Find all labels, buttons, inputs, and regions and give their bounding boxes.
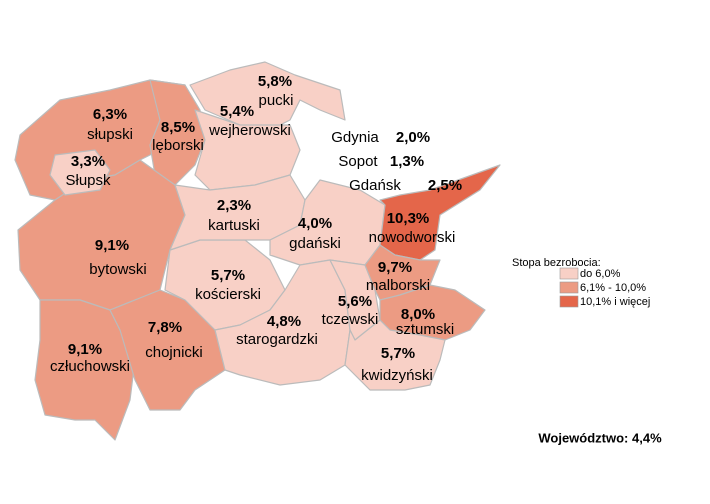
region-rate: 5,6% (338, 293, 372, 310)
region-name: wejherowski (208, 122, 291, 139)
region-rate: 8,0% (401, 306, 435, 323)
legend-label: do 6,0% (580, 268, 621, 280)
region-rate: 9,1% (95, 237, 129, 254)
city-rate: 1,3% (390, 153, 424, 170)
city-rate: 2,0% (396, 129, 430, 146)
region-rate: 4,8% (267, 313, 301, 330)
legend-swatch (559, 267, 579, 280)
region-rate: 6,3% (93, 106, 127, 123)
region-name: malborski (366, 277, 430, 294)
region (364, 244, 441, 301)
region-rate: 9,1% (68, 341, 102, 358)
legend-label: 6,1% - 10,0% (580, 282, 646, 294)
legend-swatch (559, 281, 579, 294)
region-rate: 8,5% (161, 119, 195, 136)
region-name: tczewski (322, 311, 379, 328)
region (109, 289, 226, 411)
region-rate: 2,3% (217, 197, 251, 214)
region (344, 319, 446, 391)
footer: Województwo: 4,4% (538, 430, 662, 445)
city-name: Sopot (338, 153, 378, 170)
region-name: kartuski (208, 217, 260, 234)
city-name: Gdańsk (349, 177, 401, 194)
region-rate: 10,3% (387, 210, 430, 227)
legend-swatch (559, 295, 579, 308)
region-rate: 5,4% (220, 103, 254, 120)
region-rate: 5,7% (381, 345, 415, 362)
region-rate: 9,7% (378, 259, 412, 276)
city-name: Gdynia (331, 129, 379, 146)
region (49, 149, 111, 196)
region-name: nowodworski (369, 229, 456, 246)
legend-title: Stopa bezrobocia: (512, 257, 601, 269)
region-name: pucki (258, 92, 293, 109)
region-name: słupski (87, 126, 133, 143)
region-rate: 5,8% (258, 73, 292, 90)
region-name: starogardzki (236, 331, 318, 348)
region-name: chojnicki (145, 344, 203, 361)
region-name: człuchowski (50, 358, 130, 375)
region-name: Słupsk (65, 172, 111, 189)
region-name: sztumski (396, 321, 454, 338)
legend-label: 10,1% i więcej (580, 296, 650, 308)
region-rate: 3,3% (71, 153, 105, 170)
region-rate: 7,8% (148, 319, 182, 336)
region-name: lęborski (152, 137, 204, 154)
region-rate: 5,7% (211, 267, 245, 284)
region-name: kwidzyński (361, 367, 433, 384)
city-rate: 2,5% (428, 177, 462, 194)
region (149, 79, 206, 186)
region-name: bytowski (89, 261, 147, 278)
region-rate: 4,0% (298, 215, 332, 232)
region-name: kościerski (195, 286, 261, 303)
region (379, 164, 501, 261)
region-name: gdański (289, 235, 341, 252)
